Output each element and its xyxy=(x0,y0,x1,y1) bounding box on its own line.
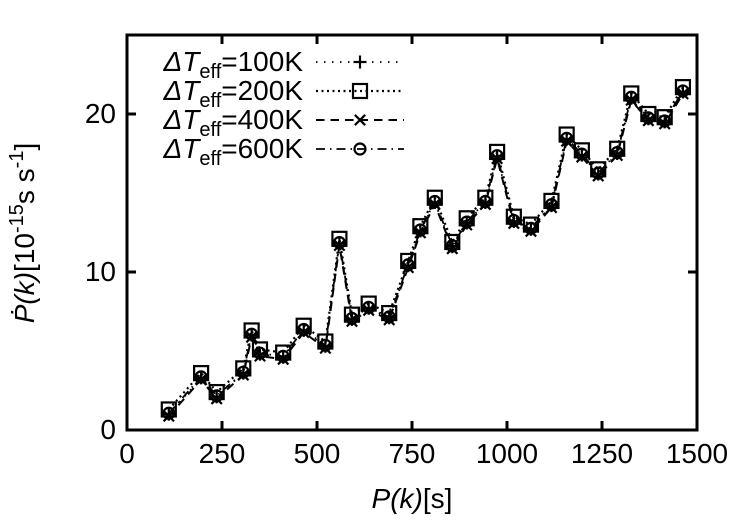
circle-marker xyxy=(332,236,347,250)
circle-marker xyxy=(676,84,690,98)
x-tick-label: 500 xyxy=(294,438,341,469)
legend-label-400K: ΔTeff=400K xyxy=(162,104,303,141)
y-tick-label: 20 xyxy=(85,98,116,129)
legend: ΔTeff=100K ΔTeff=200K ΔTeff=400K ΔTeff=6… xyxy=(162,46,303,170)
circle-marker xyxy=(478,194,492,209)
tick-labels: 0 250 500 750 1000 1250 1500 0 10 20 xyxy=(85,98,728,469)
y-tick-label: 10 xyxy=(85,256,116,287)
circle-marker xyxy=(524,221,538,235)
circle-marker xyxy=(353,142,367,156)
circle-marker xyxy=(490,149,504,163)
circle-marker xyxy=(624,90,638,104)
x-tick-label: 250 xyxy=(199,438,246,469)
circle-marker xyxy=(345,311,359,326)
circle-marker xyxy=(362,300,376,314)
y-tick-label: 0 xyxy=(100,414,116,445)
legend-label-100K: ΔTeff=100K xyxy=(162,46,303,83)
circle-marker xyxy=(445,239,459,253)
series-600K xyxy=(162,84,690,420)
circle-marker xyxy=(591,166,605,180)
circle-marker xyxy=(560,131,574,145)
circle-marker xyxy=(162,406,176,420)
circle-marker xyxy=(544,198,559,212)
circle-marker xyxy=(610,145,624,160)
legend-samples xyxy=(316,55,404,156)
circle-marker xyxy=(236,365,250,379)
circle-marker xyxy=(641,111,655,125)
x-tick-label: 0 xyxy=(119,438,135,469)
square-marker xyxy=(351,82,369,100)
circle-marker xyxy=(210,389,224,403)
circle-marker xyxy=(245,327,259,341)
circle-marker xyxy=(460,215,474,229)
circle-marker xyxy=(382,310,396,324)
circle-marker xyxy=(575,147,589,161)
circle-marker xyxy=(276,349,290,363)
circle-marker xyxy=(297,322,311,337)
circle-marker xyxy=(401,258,415,272)
axis-ticks xyxy=(125,35,699,432)
circle-marker xyxy=(318,338,332,352)
x-tick-label: 1000 xyxy=(476,438,538,469)
circle-marker xyxy=(507,213,521,228)
x-tick-label: 1250 xyxy=(571,438,633,469)
series-600K-line xyxy=(168,90,684,414)
plot-layers: 0 250 500 750 1000 1250 1500 0 10 20 xyxy=(85,33,728,469)
circle-marker xyxy=(253,346,267,360)
circle-marker xyxy=(194,370,208,384)
x-tick-label: 750 xyxy=(389,438,436,469)
legend-label-600K: ΔTeff=600K xyxy=(162,133,303,170)
x-axis-label: P(k)[s] xyxy=(372,483,453,514)
circle-marker xyxy=(658,114,672,128)
x-tick-label: 1500 xyxy=(666,438,728,469)
y-axis-label: Ṗ(k)[10-15s s-1] xyxy=(6,143,40,324)
legend-label-200K: ΔTeff=200K xyxy=(162,75,303,112)
circle-marker xyxy=(413,223,427,237)
circle-marker xyxy=(428,194,442,209)
series-200K-line xyxy=(167,86,684,411)
